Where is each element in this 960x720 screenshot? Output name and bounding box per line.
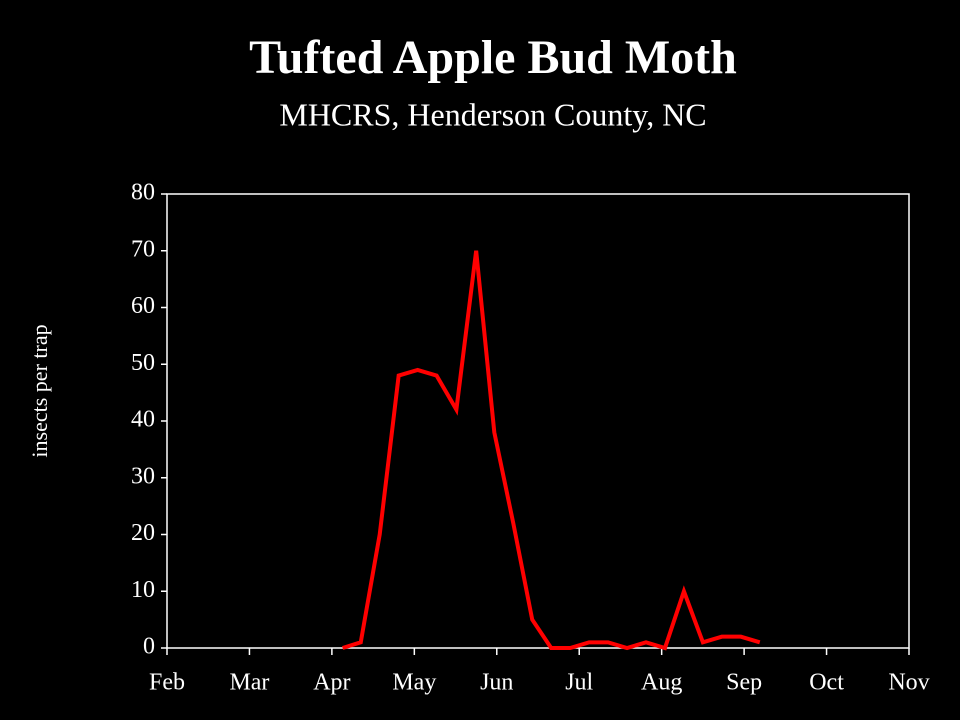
y-tick-label: 30 (131, 463, 155, 489)
y-tick-label: 80 (131, 180, 155, 206)
x-tick-label: Sep (726, 670, 762, 696)
chart-title: Tufted Apple Bud Moth (249, 31, 737, 84)
y-tick-label: 50 (131, 350, 155, 376)
y-tick-label: 0 (143, 634, 155, 660)
chart-subtitle: MHCRS, Henderson County, NC (279, 96, 706, 132)
plot-frame (166, 193, 910, 649)
x-tick-label: Oct (809, 670, 844, 696)
x-tick-label: Aug (641, 670, 682, 696)
x-tick-label: Mar (229, 670, 269, 696)
x-tick-label: May (392, 670, 436, 696)
x-tick-label: Apr (313, 670, 350, 696)
data-line (342, 250, 761, 651)
y-tick-label: 10 (131, 577, 155, 603)
y-tick-label: 20 (131, 520, 155, 546)
y-tick-label: 60 (131, 293, 155, 319)
y-axis-label: insects per trap (27, 324, 52, 457)
y-tick-label: 70 (131, 236, 155, 262)
x-tick-label: Nov (888, 670, 929, 696)
y-tick-label: 40 (131, 407, 155, 433)
x-tick-label: Feb (149, 670, 185, 696)
x-tick-label: Jun (480, 670, 513, 696)
x-tick-label: Jul (565, 670, 593, 696)
